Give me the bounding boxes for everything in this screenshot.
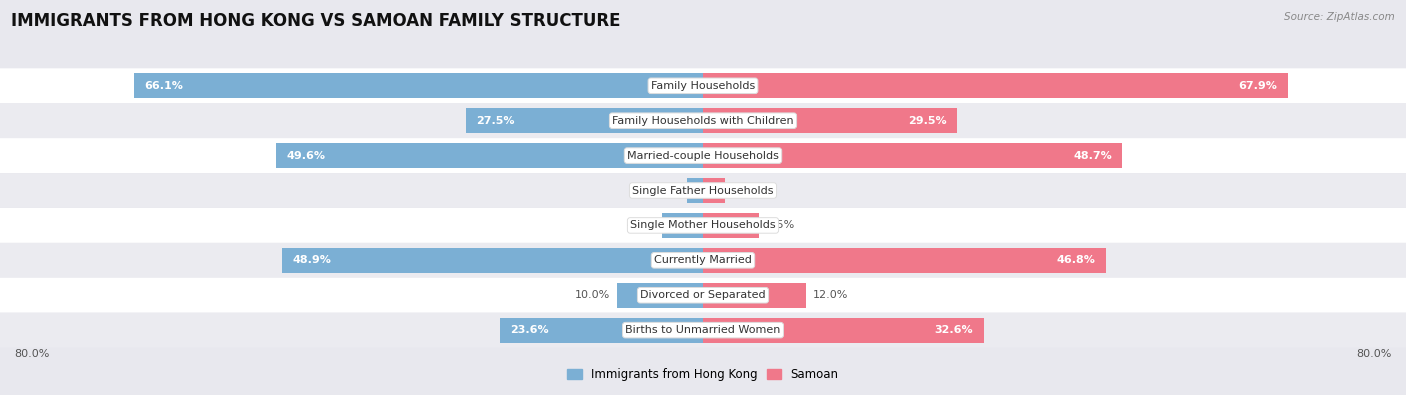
Legend: Immigrants from Hong Kong, Samoan: Immigrants from Hong Kong, Samoan (568, 368, 838, 381)
Text: 1.8%: 1.8% (652, 186, 681, 196)
Text: 67.9%: 67.9% (1239, 81, 1278, 91)
Text: 48.9%: 48.9% (292, 255, 330, 265)
Bar (276, 143, 703, 168)
Text: Family Households with Children: Family Households with Children (612, 116, 794, 126)
Text: 6.5%: 6.5% (766, 220, 794, 230)
Bar (617, 283, 703, 308)
Text: Single Father Households: Single Father Households (633, 186, 773, 196)
Bar (662, 213, 703, 238)
Text: 80.0%: 80.0% (1357, 349, 1392, 359)
FancyBboxPatch shape (0, 173, 1406, 208)
FancyBboxPatch shape (0, 313, 1406, 348)
FancyBboxPatch shape (0, 103, 1406, 138)
Bar (688, 178, 703, 203)
Text: 49.6%: 49.6% (287, 150, 325, 161)
Bar (703, 143, 1122, 168)
Text: 27.5%: 27.5% (477, 116, 515, 126)
Text: Family Households: Family Households (651, 81, 755, 91)
Text: 48.7%: 48.7% (1073, 150, 1112, 161)
Text: Source: ZipAtlas.com: Source: ZipAtlas.com (1284, 12, 1395, 22)
Bar (703, 178, 725, 203)
FancyBboxPatch shape (0, 278, 1406, 313)
Text: 10.0%: 10.0% (575, 290, 610, 300)
FancyBboxPatch shape (0, 68, 1406, 103)
Text: Currently Married: Currently Married (654, 255, 752, 265)
Text: 12.0%: 12.0% (813, 290, 849, 300)
Bar (281, 248, 703, 273)
Text: Divorced or Separated: Divorced or Separated (640, 290, 766, 300)
Text: Married-couple Households: Married-couple Households (627, 150, 779, 161)
Bar (467, 108, 703, 133)
Text: Births to Unmarried Women: Births to Unmarried Women (626, 325, 780, 335)
FancyBboxPatch shape (0, 243, 1406, 278)
Text: 2.6%: 2.6% (733, 186, 761, 196)
FancyBboxPatch shape (0, 138, 1406, 173)
Text: 80.0%: 80.0% (14, 349, 49, 359)
Text: 4.8%: 4.8% (626, 220, 655, 230)
FancyBboxPatch shape (0, 208, 1406, 243)
Text: 46.8%: 46.8% (1057, 255, 1095, 265)
Bar (134, 73, 703, 98)
Text: IMMIGRANTS FROM HONG KONG VS SAMOAN FAMILY STRUCTURE: IMMIGRANTS FROM HONG KONG VS SAMOAN FAMI… (11, 12, 620, 30)
Text: 29.5%: 29.5% (908, 116, 946, 126)
Bar (703, 73, 1288, 98)
Bar (499, 318, 703, 343)
Bar (703, 318, 984, 343)
Bar (703, 213, 759, 238)
Bar (703, 283, 807, 308)
Text: Single Mother Households: Single Mother Households (630, 220, 776, 230)
Text: 32.6%: 32.6% (935, 325, 973, 335)
Text: 66.1%: 66.1% (143, 81, 183, 91)
Bar (703, 248, 1107, 273)
Text: 23.6%: 23.6% (510, 325, 548, 335)
Bar (703, 108, 957, 133)
